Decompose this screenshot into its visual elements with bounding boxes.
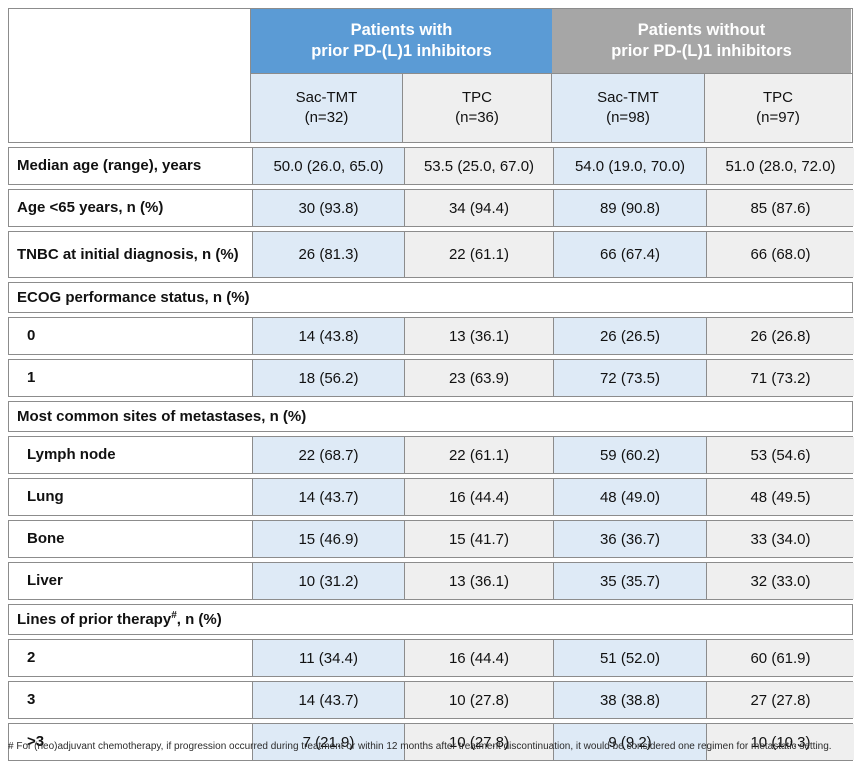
- row-label: >3: [9, 724, 252, 760]
- table-header: Patients with prior PD-(L)1 inhibitors P…: [8, 8, 853, 143]
- value-cell: 66 (68.0): [706, 232, 854, 277]
- footnote: # For (neo)adjuvant chemotherapy, if pro…: [8, 741, 832, 752]
- value-cell: 50.0 (26.0, 65.0): [252, 148, 404, 184]
- row-label: 0: [9, 318, 252, 354]
- row-label: Liver: [9, 563, 252, 599]
- value-cell: 10 (27.8): [404, 682, 553, 718]
- column-header-3: Sac-TMT (n=98): [551, 74, 704, 142]
- row-label: Bone: [9, 521, 252, 557]
- value-cell: 23 (63.9): [404, 360, 553, 396]
- value-cell: 14 (43.7): [252, 479, 404, 515]
- row-label: TNBC at initial diagnosis, n (%): [9, 232, 252, 277]
- value-cell: 18 (56.2): [252, 360, 404, 396]
- value-cell: 35 (35.7): [553, 563, 706, 599]
- value-cell: 48 (49.0): [553, 479, 706, 515]
- row-label: 1: [9, 360, 252, 396]
- value-cell: 30 (93.8): [252, 190, 404, 226]
- table-row: 3 14 (43.7) 10 (27.8) 38 (38.8) 27 (27.8): [8, 681, 854, 719]
- baseline-characteristics-table: Patients with prior PD-(L)1 inhibitors P…: [8, 8, 854, 765]
- value-cell: 13 (36.1): [404, 318, 553, 354]
- value-cell: 22 (61.1): [404, 437, 553, 473]
- value-cell: 89 (90.8): [553, 190, 706, 226]
- value-cell: 9 (9.2): [553, 724, 706, 760]
- value-cell: 13 (36.1): [404, 563, 553, 599]
- value-cell: 26 (81.3): [252, 232, 404, 277]
- table-row: 1 18 (56.2) 23 (63.9) 72 (73.5) 71 (73.2): [8, 359, 854, 397]
- row-label: Median age (range), years: [9, 148, 252, 184]
- value-cell: 71 (73.2): [706, 360, 854, 396]
- header-group-with-prior: Patients with prior PD-(L)1 inhibitors: [251, 9, 552, 73]
- value-cell: 72 (73.5): [553, 360, 706, 396]
- table-row: Liver 10 (31.2) 13 (36.1) 35 (35.7) 32 (33.0…: [8, 562, 854, 600]
- value-cell: 38 (38.8): [553, 682, 706, 718]
- section-header-row: ECOG performance status, n (%): [8, 282, 853, 313]
- value-cell: 26 (26.5): [553, 318, 706, 354]
- table-row: 2 11 (34.4) 16 (44.4) 51 (52.0) 60 (61.9): [8, 639, 854, 677]
- header-group-without-prior: Patients without prior PD-(L)1 inhibitor…: [552, 9, 851, 73]
- table-row: Median age (range), years 50.0 (26.0, 65.…: [8, 147, 854, 185]
- row-label: 2: [9, 640, 252, 676]
- table-row: >3 7 (21.9) 10 (27.8) 9 (9.2) 10 (10.3): [8, 723, 854, 761]
- header-subrow: Sac-TMT (n=32) TPC (n=36) Sac-TMT (n=98) TP…: [251, 73, 852, 142]
- header-groups: Patients with prior PD-(L)1 inhibitors P…: [251, 8, 853, 143]
- value-cell: 54.0 (19.0, 70.0): [553, 148, 706, 184]
- value-cell: 7 (21.9): [252, 724, 404, 760]
- column-header-4: TPC (n=97): [704, 74, 851, 142]
- table-row: 0 14 (43.8) 13 (36.1) 26 (26.5) 26 (26.8): [8, 317, 854, 355]
- value-cell: 27 (27.8): [706, 682, 854, 718]
- value-cell: 33 (34.0): [706, 521, 854, 557]
- value-cell: 22 (61.1): [404, 232, 553, 277]
- value-cell: 16 (44.4): [404, 479, 553, 515]
- value-cell: 14 (43.7): [252, 682, 404, 718]
- row-label: 3: [9, 682, 252, 718]
- value-cell: 15 (41.7): [404, 521, 553, 557]
- value-cell: 26 (26.8): [706, 318, 854, 354]
- section-label: ECOG performance status, n (%): [9, 283, 852, 312]
- value-cell: 32 (33.0): [706, 563, 854, 599]
- value-cell: 10 (27.8): [404, 724, 553, 760]
- row-label: Age <65 years, n (%): [9, 190, 252, 226]
- table-row: TNBC at initial diagnosis, n (%) 26 (81.3…: [8, 231, 854, 278]
- value-cell: 53 (54.6): [706, 437, 854, 473]
- value-cell: 15 (46.9): [252, 521, 404, 557]
- value-cell: 11 (34.4): [252, 640, 404, 676]
- table-body: Median age (range), years 50.0 (26.0, 65.…: [8, 147, 854, 761]
- value-cell: 60 (61.9): [706, 640, 854, 676]
- value-cell: 36 (36.7): [553, 521, 706, 557]
- value-cell: 10 (10.3): [706, 724, 854, 760]
- table-row: Lung 14 (43.7) 16 (44.4) 48 (49.0) 48 (49.5): [8, 478, 854, 516]
- section-header-row: Most common sites of metastases, n (%): [8, 401, 853, 432]
- row-label: Lymph node: [9, 437, 252, 473]
- value-cell: 66 (67.4): [553, 232, 706, 277]
- value-cell: 10 (31.2): [252, 563, 404, 599]
- table-row: Age <65 years, n (%) 30 (93.8) 34 (94.4) 89…: [8, 189, 854, 227]
- header-empty-cell: [8, 8, 251, 143]
- column-header-1: Sac-TMT (n=32): [251, 74, 402, 142]
- column-header-2: TPC (n=36): [402, 74, 551, 142]
- section-label: Lines of prior therapy #, n (%): [9, 605, 852, 634]
- value-cell: 16 (44.4): [404, 640, 553, 676]
- value-cell: 14 (43.8): [252, 318, 404, 354]
- value-cell: 48 (49.5): [706, 479, 854, 515]
- value-cell: 85 (87.6): [706, 190, 854, 226]
- value-cell: 34 (94.4): [404, 190, 553, 226]
- section-header-row: Lines of prior therapy #, n (%): [8, 604, 853, 635]
- value-cell: 51.0 (28.0, 72.0): [706, 148, 854, 184]
- section-label: Most common sites of metastases, n (%): [9, 402, 852, 431]
- table-row: Bone 15 (46.9) 15 (41.7) 36 (36.7) 33 (34.0): [8, 520, 854, 558]
- value-cell: 53.5 (25.0, 67.0): [404, 148, 553, 184]
- value-cell: 51 (52.0): [553, 640, 706, 676]
- table-row: Lymph node 22 (68.7) 22 (61.1) 59 (60.2) 53 …: [8, 436, 854, 474]
- header-group-row: Patients with prior PD-(L)1 inhibitors P…: [251, 9, 852, 73]
- row-label: Lung: [9, 479, 252, 515]
- value-cell: 59 (60.2): [553, 437, 706, 473]
- value-cell: 22 (68.7): [252, 437, 404, 473]
